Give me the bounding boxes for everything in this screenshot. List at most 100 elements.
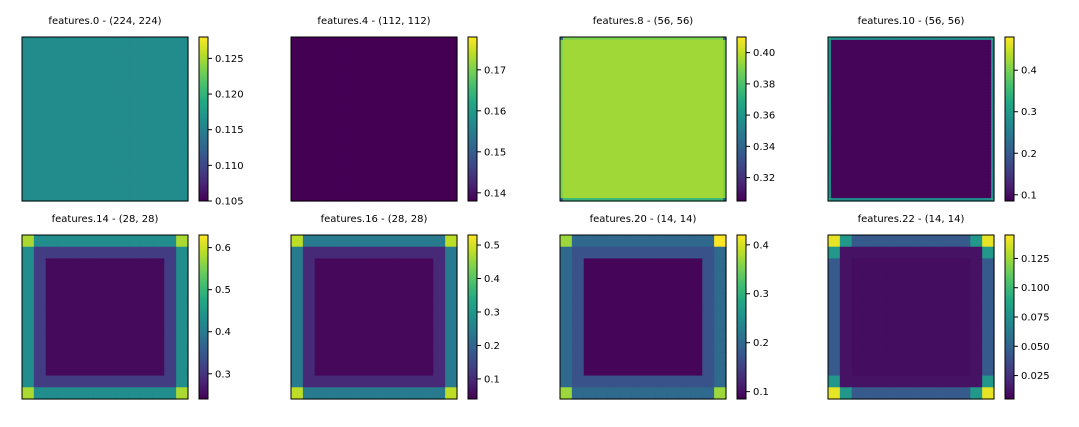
heatmap-cell — [303, 84, 315, 96]
heatmap-cell — [327, 96, 339, 108]
heatmap-cell — [141, 154, 153, 166]
heatmap-cell — [350, 189, 362, 201]
heatmap-cell — [93, 189, 105, 201]
panel-3: features.8 - (56, 56)0.320.340.360.380.4… — [560, 16, 775, 202]
heatmap-cell — [315, 142, 327, 154]
heatmap-cell — [362, 166, 374, 178]
heatmap-cell — [291, 72, 303, 84]
heatmap-cell — [129, 154, 141, 166]
heatmap-cell — [129, 142, 141, 154]
heatmap-cell — [421, 119, 433, 131]
heatmap-cell — [46, 178, 58, 190]
heatmap-cell — [129, 96, 141, 108]
colorbar-tick-label: 0.14 — [484, 188, 506, 199]
heatmap-cell — [421, 60, 433, 72]
heatmap-cell — [362, 96, 374, 108]
heatmap-cell — [152, 166, 164, 178]
heatmap-cell — [338, 142, 350, 154]
heatmap-cell — [350, 166, 362, 178]
heatmap-cell — [303, 189, 315, 201]
heatmap-cell — [69, 72, 81, 84]
heatmap-cell — [327, 72, 339, 84]
heatmap-cell — [152, 119, 164, 131]
heatmap-cell — [374, 84, 386, 96]
heatmap-cell — [445, 154, 457, 166]
heatmap-cell — [303, 142, 315, 154]
colorbar-tick-label: 0.120 — [215, 90, 244, 101]
heatmap-cell — [141, 107, 153, 119]
heatmap-cell — [141, 37, 153, 49]
heatmap-cell — [398, 107, 410, 119]
heatmap-cell — [386, 60, 398, 72]
heatmap-cell — [34, 84, 46, 96]
heatmap-cell — [315, 96, 327, 108]
heatmap-cell — [152, 49, 164, 61]
heatmap-cell — [315, 166, 327, 178]
heatmap-cell — [176, 49, 188, 61]
heatmap-cell — [129, 119, 141, 131]
heatmap-cell — [398, 72, 410, 84]
heatmap-cell — [338, 131, 350, 143]
heatmap-cell — [374, 142, 386, 154]
heatmap-cell — [374, 96, 386, 108]
heatmap-cell — [141, 49, 153, 61]
colorbar-tick-label: 0.125 — [215, 54, 244, 65]
heatmap-cell — [93, 60, 105, 72]
heatmap-cell — [374, 49, 386, 61]
heatmap-cell — [34, 107, 46, 119]
heatmap-cell — [315, 189, 327, 201]
heatmap-cell — [164, 131, 176, 143]
heatmap-cell — [105, 189, 117, 201]
heatmap-cell — [117, 154, 129, 166]
heatmap-cell — [421, 189, 433, 201]
heatmap-cell — [58, 154, 70, 166]
heatmap-cell — [291, 142, 303, 154]
heatmap-cell — [22, 142, 34, 154]
heatmap-cell — [152, 154, 164, 166]
heatmap-cell — [421, 142, 433, 154]
heatmap-cell — [34, 178, 46, 190]
heatmap-cell — [421, 166, 433, 178]
heatmap-cell — [164, 142, 176, 154]
heatmap-cell — [386, 72, 398, 84]
heatmap-cell — [58, 96, 70, 108]
heatmap-cell — [105, 119, 117, 131]
heatmap-cell — [327, 131, 339, 143]
heatmap-cell — [421, 107, 433, 119]
heatmap-cell — [338, 49, 350, 61]
heatmap-cell — [410, 49, 422, 61]
heatmap-cell — [374, 189, 386, 201]
heatmap-cell — [117, 131, 129, 143]
heatmap-cell — [421, 72, 433, 84]
colorbar-tick-label: 0.105 — [215, 197, 244, 208]
heatmap-cell — [46, 166, 58, 178]
heatmap-cell — [338, 166, 350, 178]
colorbar-tick-label: 0.38 — [753, 79, 775, 90]
heatmap-cell — [315, 131, 327, 143]
heatmap-cell — [34, 72, 46, 84]
heatmap-cell — [69, 166, 81, 178]
heatmap-cell — [129, 60, 141, 72]
heatmap-cell — [410, 178, 422, 190]
heatmap-cell — [445, 96, 457, 108]
heatmap-cell — [105, 131, 117, 143]
heatmap-cell — [164, 49, 176, 61]
heatmap-cell — [22, 131, 34, 143]
heatmap-cell — [129, 49, 141, 61]
heatmap-cell — [176, 37, 188, 49]
heatmap-cell — [350, 131, 362, 143]
heatmap-cell — [22, 107, 34, 119]
heatmap-cell — [433, 84, 445, 96]
heatmap-cell — [338, 119, 350, 131]
heatmap-cell — [129, 166, 141, 178]
heatmap-cell — [117, 107, 129, 119]
colorbar — [199, 37, 208, 201]
heatmap-cell — [362, 189, 374, 201]
heatmap-cell — [445, 166, 457, 178]
heatmap-cell — [129, 189, 141, 201]
heatmap-cell — [129, 37, 141, 49]
heatmap-cell — [291, 37, 303, 49]
heatmap-cell — [350, 178, 362, 190]
heatmap-cell — [386, 119, 398, 131]
